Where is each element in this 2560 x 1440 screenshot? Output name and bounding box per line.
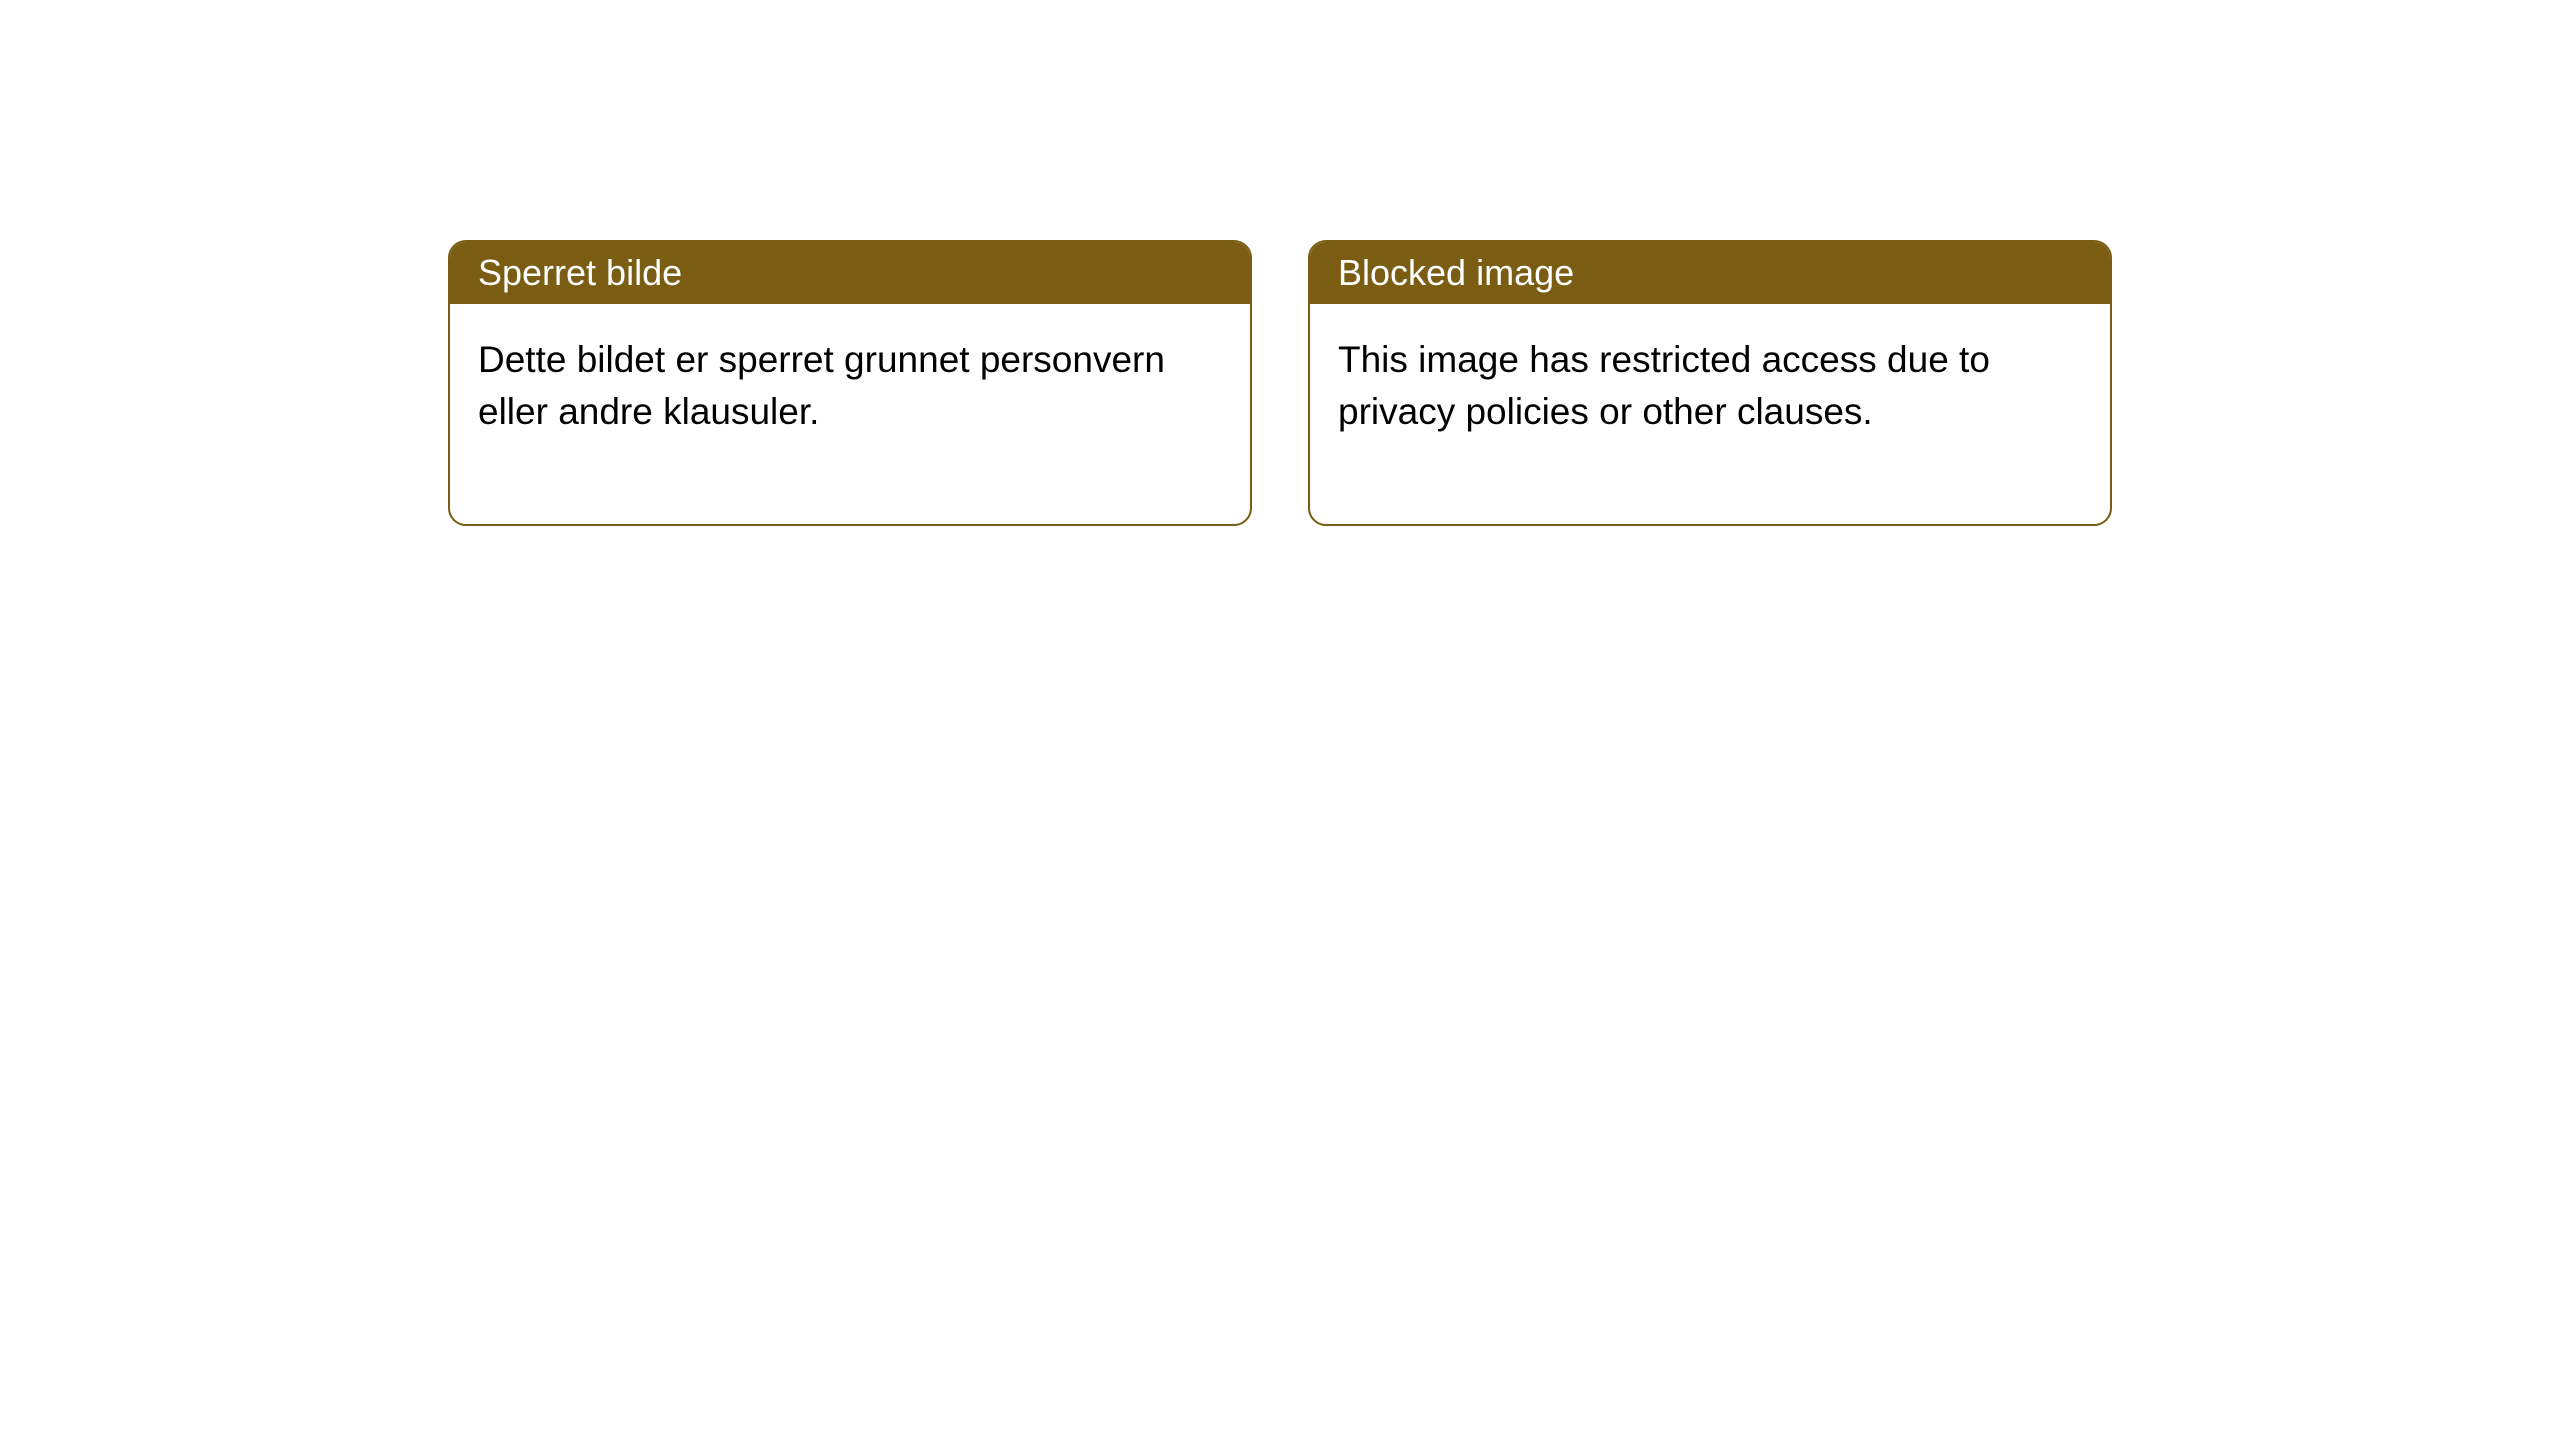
notice-body-text: Dette bildet er sperret grunnet personve… xyxy=(478,339,1165,432)
notice-box-english: Blocked image This image has restricted … xyxy=(1308,240,2112,526)
notice-box-norwegian: Sperret bilde Dette bildet er sperret gr… xyxy=(448,240,1252,526)
notice-title: Sperret bilde xyxy=(478,252,682,293)
notice-body: This image has restricted access due to … xyxy=(1310,304,2110,524)
notice-body-text: This image has restricted access due to … xyxy=(1338,339,1990,432)
notice-header: Blocked image xyxy=(1310,242,2110,304)
notice-title: Blocked image xyxy=(1338,252,1574,293)
notice-header: Sperret bilde xyxy=(450,242,1250,304)
notice-body: Dette bildet er sperret grunnet personve… xyxy=(450,304,1250,524)
notice-container: Sperret bilde Dette bildet er sperret gr… xyxy=(0,0,2560,526)
